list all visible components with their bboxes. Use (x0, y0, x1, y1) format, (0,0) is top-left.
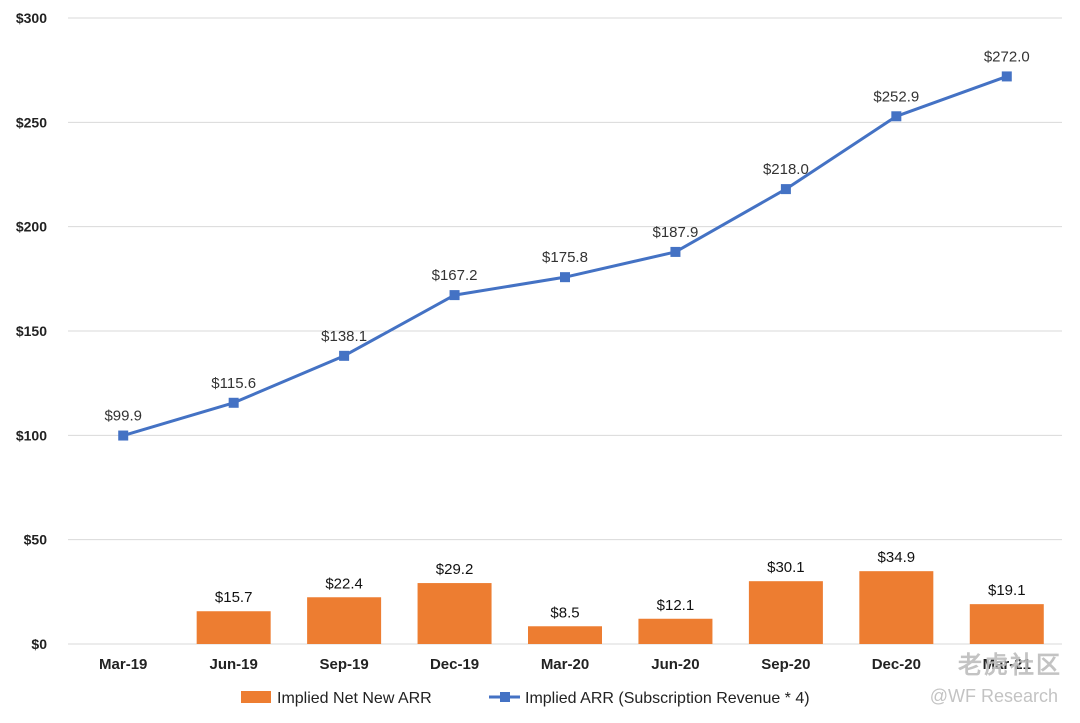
bar-data-label: $8.5 (550, 604, 579, 621)
bar-series: $15.7 $22.4 $29.2 $8.5 $12.1 $30.1 $34.9 $19.1 (196, 549, 1044, 644)
line-marker (228, 397, 239, 408)
gridlines (68, 17, 1062, 645)
y-tick-label: $50 (24, 532, 48, 548)
bar (748, 581, 823, 644)
watermark-logo-text: 老虎社区 (958, 652, 1062, 679)
bar (307, 597, 382, 644)
watermark-handle: @WF Research (929, 686, 1058, 706)
bar-data-label: $29.2 (436, 561, 474, 578)
y-tick-label: $200 (16, 219, 47, 235)
line-series: $99.9 $115.6 $138.1 $167.2 $175.8 $187.9 $218.… (104, 48, 1030, 441)
x-tick-label: Mar-19 (99, 656, 147, 673)
x-tick-label: Mar-21 (983, 656, 1031, 673)
bar-data-label: $15.7 (215, 589, 253, 606)
y-tick-label: $150 (16, 323, 47, 339)
line-marker (118, 430, 129, 441)
line-data-label: $175.8 (542, 249, 588, 266)
bar (196, 611, 271, 644)
x-tick-label: Dec-20 (872, 656, 921, 673)
x-tick-label: Jun-19 (209, 656, 257, 673)
y-tick-label: $250 (16, 114, 47, 130)
bar-data-label: $12.1 (657, 597, 695, 614)
x-axis-ticks: Mar-19 Jun-19 Sep-19 Dec-19 Mar-20 Jun-20 Sep-… (99, 656, 1031, 673)
bar-data-label: $19.1 (988, 582, 1026, 599)
line-data-label: $187.9 (652, 224, 698, 241)
legend-swatch-marker (500, 692, 510, 702)
x-tick-label: Sep-19 (320, 656, 369, 673)
line-marker (449, 290, 460, 301)
line-data-label: $252.9 (873, 88, 919, 105)
line-data-label: $138.1 (321, 328, 367, 345)
line-data-label: $218.0 (763, 161, 809, 178)
legend-label-line: Implied ARR (Subscription Revenue * 4) (525, 690, 810, 707)
line-data-label: $167.2 (432, 267, 478, 284)
bar (638, 618, 713, 644)
legend-label-bar: Implied Net New ARR (277, 690, 432, 707)
bar (528, 626, 602, 644)
x-tick-label: Dec-19 (430, 656, 479, 673)
line-marker (780, 184, 791, 195)
y-tick-label: $0 (31, 636, 47, 652)
line-data-label: $115.6 (211, 375, 256, 392)
bar (969, 604, 1044, 644)
bar-data-label: $22.4 (325, 575, 363, 592)
line-marker (891, 111, 902, 122)
y-axis-ticks: $0 $50 $100 $150 $200 $250 $300 (16, 10, 47, 652)
legend-swatch-bar (241, 691, 271, 703)
line-marker (670, 246, 681, 257)
bar (417, 583, 492, 644)
bar-data-label: $30.1 (767, 559, 805, 576)
line-marker (1001, 71, 1012, 82)
bar-data-label: $34.9 (878, 549, 916, 566)
bar (859, 571, 934, 644)
line-data-label: $272.0 (984, 48, 1030, 65)
line-data-label: $99.9 (104, 408, 142, 425)
x-tick-label: Jun-20 (651, 656, 699, 673)
y-tick-label: $300 (16, 10, 47, 26)
x-tick-label: Sep-20 (761, 656, 810, 673)
line-marker (560, 272, 570, 283)
y-tick-label: $100 (16, 427, 47, 443)
legend: Implied Net New ARR Implied ARR (Subscri… (241, 690, 810, 707)
line-marker (339, 350, 350, 361)
x-tick-label: Mar-20 (541, 656, 589, 673)
